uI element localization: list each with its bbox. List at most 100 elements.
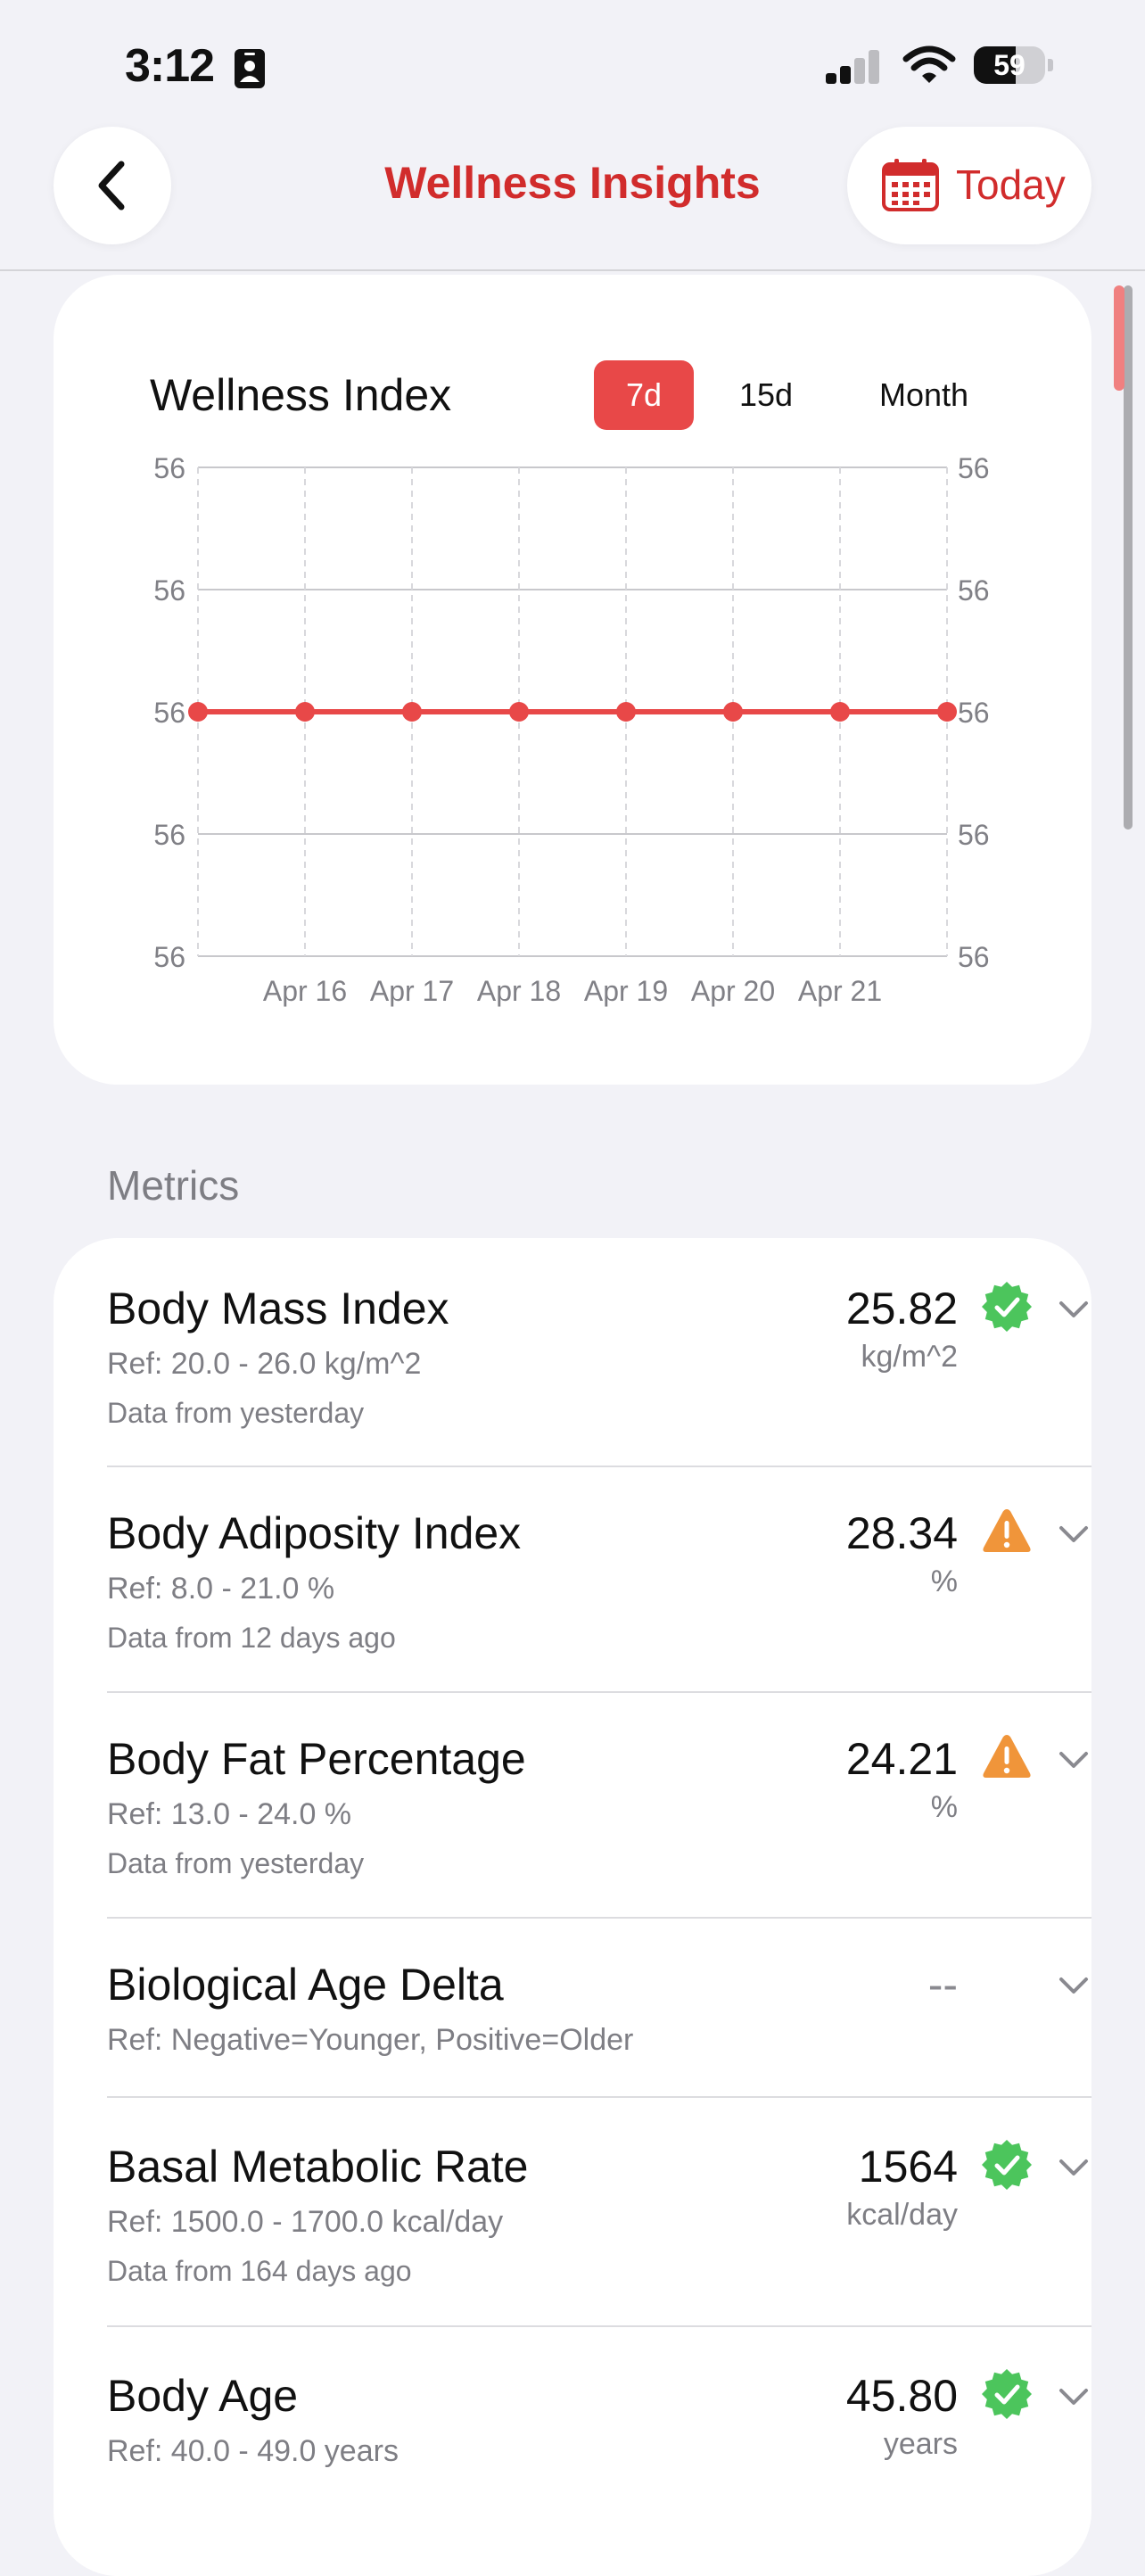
data-point[interactable]	[937, 702, 957, 722]
metric-reference-range: Ref: 20.0 - 26.0 kg/m^2	[107, 1347, 422, 1381]
y-tick-label-right: 56	[958, 819, 990, 851]
x-tick-label: Apr 20	[691, 975, 775, 1007]
x-tick-label: Apr 18	[477, 975, 561, 1007]
metric-value: 28.34	[845, 1508, 958, 1558]
metric-row[interactable]: Body Fat Percentage Ref: 13.0 - 24.0 % Dat…	[107, 1733, 1091, 1894]
metric-row[interactable]: Body Age Ref: 40.0 - 49.0 years 45.80 years	[107, 2369, 1091, 2531]
data-point[interactable]	[295, 702, 315, 722]
scrollbar-thumb[interactable]	[1114, 285, 1124, 391]
metric-divider	[107, 1691, 1091, 1693]
chart-title: Wellness Index	[150, 370, 452, 420]
metric-data-source: Data from 164 days ago	[107, 2255, 412, 2287]
calendar-icon	[882, 159, 939, 211]
metric-name: Biological Age Delta	[107, 1960, 504, 2010]
y-tick-label-left: 56	[153, 819, 185, 851]
metric-value: 25.82	[845, 1284, 958, 1333]
metric-reference-range: Ref: Negative=Younger, Positive=Older	[107, 2023, 634, 2057]
metric-unit: kcal/day	[846, 2198, 958, 2232]
metric-unit: %	[930, 1790, 958, 1824]
metric-name: Body Mass Index	[107, 1284, 449, 1333]
back-button[interactable]	[54, 127, 171, 244]
today-button[interactable]: Today	[847, 127, 1091, 244]
metric-reference-range: Ref: 1500.0 - 1700.0 kcal/day	[107, 2205, 504, 2239]
navigation-bar: Wellness Insights Today	[0, 125, 1145, 271]
metric-value: --	[927, 1960, 958, 2010]
cellular-signal-icon	[826, 50, 879, 84]
metrics-list: Body Mass Index Ref: 20.0 - 26.0 kg/m^2 Da…	[54, 1238, 1091, 2576]
metric-reference-range: Ref: 40.0 - 49.0 years	[107, 2434, 399, 2468]
y-tick-label-left: 56	[153, 452, 185, 484]
metric-data-source: Data from 12 days ago	[107, 1622, 396, 1654]
metric-divider	[107, 1917, 1091, 1919]
metric-divider	[107, 1466, 1091, 1467]
scrollbar-track[interactable]	[1124, 285, 1133, 830]
chevron-down-icon[interactable]	[1056, 1968, 1091, 2003]
verified-check-icon	[982, 1282, 1032, 1332]
metric-data-source: Data from yesterday	[107, 1397, 365, 1429]
x-tick-label: Apr 16	[263, 975, 347, 1007]
metric-name: Body Age	[107, 2371, 299, 2421]
metric-name: Body Adiposity Index	[107, 1508, 522, 1558]
today-label: Today	[956, 161, 1066, 208]
status-bar: 3:12 59	[0, 0, 1145, 125]
x-tick-label: Apr 21	[798, 975, 882, 1007]
warning-triangle-icon	[983, 1509, 1031, 1552]
metric-row[interactable]: Body Mass Index Ref: 20.0 - 26.0 kg/m^2 Da…	[107, 1282, 1091, 1443]
metric-unit: %	[930, 1565, 958, 1598]
metric-value: 45.80	[845, 2371, 958, 2421]
data-point[interactable]	[830, 702, 850, 722]
tab-15d[interactable]: 15d	[738, 376, 794, 413]
data-point[interactable]	[723, 702, 743, 722]
y-tick-label-right: 56	[958, 574, 990, 607]
metric-divider	[107, 2325, 1091, 2327]
metric-divider	[107, 2096, 1091, 2098]
verified-check-icon	[982, 2140, 1032, 2190]
metric-reference-range: Ref: 13.0 - 24.0 %	[107, 1797, 352, 1831]
verified-check-icon	[982, 2369, 1032, 2419]
wellness-line-chart: 56 56 56 56 56 56 56 56 56 56 Apr 16 Apr 17 Apr 18 Ap…	[153, 452, 990, 1007]
metric-name: Body Fat Percentage	[107, 1734, 526, 1784]
y-tick-label-right: 56	[958, 697, 990, 729]
y-tick-label-right: 56	[958, 452, 990, 484]
metric-value: 24.21	[845, 1734, 958, 1784]
x-tick-label: Apr 17	[370, 975, 454, 1007]
contact-card-icon	[235, 49, 265, 88]
warning-triangle-icon	[983, 1735, 1031, 1778]
metric-row[interactable]: Biological Age Delta Ref: Negative=Younge…	[107, 1959, 1091, 2119]
y-tick-label-left: 56	[153, 941, 185, 973]
metric-name: Basal Metabolic Rate	[107, 2142, 529, 2192]
battery-cap	[1048, 59, 1053, 71]
metric-value: 1564	[858, 2142, 958, 2192]
battery-level: 59	[993, 49, 1026, 81]
metrics-header: Metrics	[107, 1162, 240, 1209]
data-point[interactable]	[402, 702, 422, 722]
tab-month[interactable]: Month	[878, 376, 969, 413]
wifi-icon	[902, 45, 956, 83]
tab-7d[interactable]: 7d	[594, 360, 694, 430]
metric-row[interactable]: Body Adiposity Index Ref: 8.0 - 21.0 % Dat…	[107, 1507, 1091, 1668]
y-tick-label-right: 56	[958, 941, 990, 973]
chevron-down-icon[interactable]	[1056, 2379, 1091, 2415]
chevron-left-icon	[98, 161, 125, 211]
chevron-down-icon[interactable]	[1056, 1742, 1091, 1778]
battery-body: 59	[974, 46, 1045, 84]
data-point[interactable]	[616, 702, 636, 722]
data-point[interactable]	[188, 702, 208, 722]
y-tick-label-left: 56	[153, 697, 185, 729]
page-title: Wellness Insights	[384, 158, 761, 208]
battery-fill	[974, 46, 1017, 84]
y-tick-label-left: 56	[153, 574, 185, 607]
chevron-down-icon[interactable]	[1056, 1292, 1091, 1327]
metric-unit: kg/m^2	[861, 1340, 958, 1374]
battery-indicator: 59	[974, 46, 1054, 84]
metric-data-source: Data from yesterday	[107, 1847, 365, 1879]
chevron-down-icon[interactable]	[1056, 2150, 1091, 2185]
x-tick-label: Apr 19	[584, 975, 668, 1007]
wellness-index-card: Wellness Index 7d 15d Month 56 56 56 56 56 56…	[54, 275, 1091, 1085]
metric-reference-range: Ref: 8.0 - 21.0 %	[107, 1572, 335, 1606]
metric-unit: years	[883, 2427, 958, 2461]
metric-row[interactable]: Basal Metabolic Rate Ref: 1500.0 - 1700.0…	[107, 2140, 1091, 2301]
status-time: 3:12	[125, 40, 215, 92]
chevron-down-icon[interactable]	[1056, 1516, 1091, 1552]
data-point[interactable]	[509, 702, 529, 722]
